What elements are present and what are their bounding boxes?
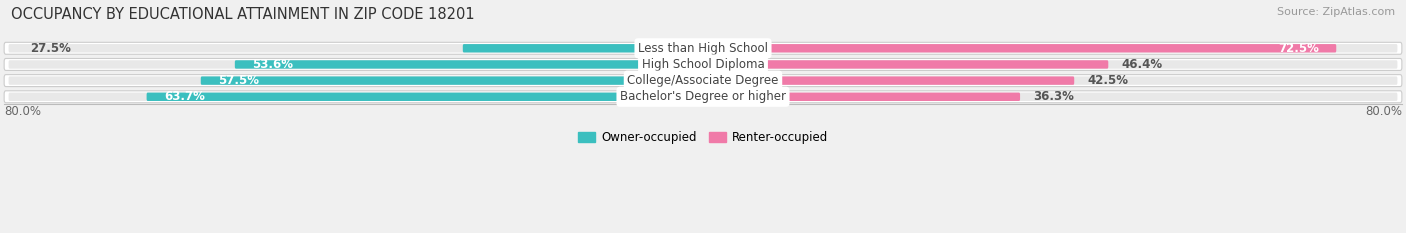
FancyBboxPatch shape xyxy=(4,91,1402,103)
Text: 80.0%: 80.0% xyxy=(4,105,41,117)
FancyBboxPatch shape xyxy=(703,93,1398,101)
Text: High School Diploma: High School Diploma xyxy=(641,58,765,71)
Text: 72.5%: 72.5% xyxy=(1278,42,1319,55)
FancyBboxPatch shape xyxy=(703,60,1398,69)
FancyBboxPatch shape xyxy=(4,75,1402,87)
FancyBboxPatch shape xyxy=(146,93,703,101)
FancyBboxPatch shape xyxy=(235,60,703,69)
Text: 27.5%: 27.5% xyxy=(31,42,72,55)
FancyBboxPatch shape xyxy=(4,42,1402,54)
FancyBboxPatch shape xyxy=(463,44,703,52)
Text: College/Associate Degree: College/Associate Degree xyxy=(627,74,779,87)
Text: 57.5%: 57.5% xyxy=(218,74,259,87)
Text: 36.3%: 36.3% xyxy=(1033,90,1074,103)
FancyBboxPatch shape xyxy=(8,93,703,101)
FancyBboxPatch shape xyxy=(201,76,703,85)
FancyBboxPatch shape xyxy=(703,44,1398,52)
Legend: Owner-occupied, Renter-occupied: Owner-occupied, Renter-occupied xyxy=(578,131,828,144)
FancyBboxPatch shape xyxy=(8,76,703,85)
Text: OCCUPANCY BY EDUCATIONAL ATTAINMENT IN ZIP CODE 18201: OCCUPANCY BY EDUCATIONAL ATTAINMENT IN Z… xyxy=(11,7,475,22)
FancyBboxPatch shape xyxy=(703,44,1336,52)
FancyBboxPatch shape xyxy=(8,60,703,69)
FancyBboxPatch shape xyxy=(703,76,1398,85)
Text: Source: ZipAtlas.com: Source: ZipAtlas.com xyxy=(1277,7,1395,17)
Text: Less than High School: Less than High School xyxy=(638,42,768,55)
Text: 80.0%: 80.0% xyxy=(1365,105,1402,117)
FancyBboxPatch shape xyxy=(8,44,703,52)
Text: Bachelor's Degree or higher: Bachelor's Degree or higher xyxy=(620,90,786,103)
Text: 63.7%: 63.7% xyxy=(165,90,205,103)
FancyBboxPatch shape xyxy=(703,76,1074,85)
Text: 46.4%: 46.4% xyxy=(1122,58,1163,71)
FancyBboxPatch shape xyxy=(4,58,1402,70)
Text: 53.6%: 53.6% xyxy=(252,58,294,71)
Text: 42.5%: 42.5% xyxy=(1087,74,1129,87)
FancyBboxPatch shape xyxy=(703,93,1021,101)
FancyBboxPatch shape xyxy=(703,60,1108,69)
